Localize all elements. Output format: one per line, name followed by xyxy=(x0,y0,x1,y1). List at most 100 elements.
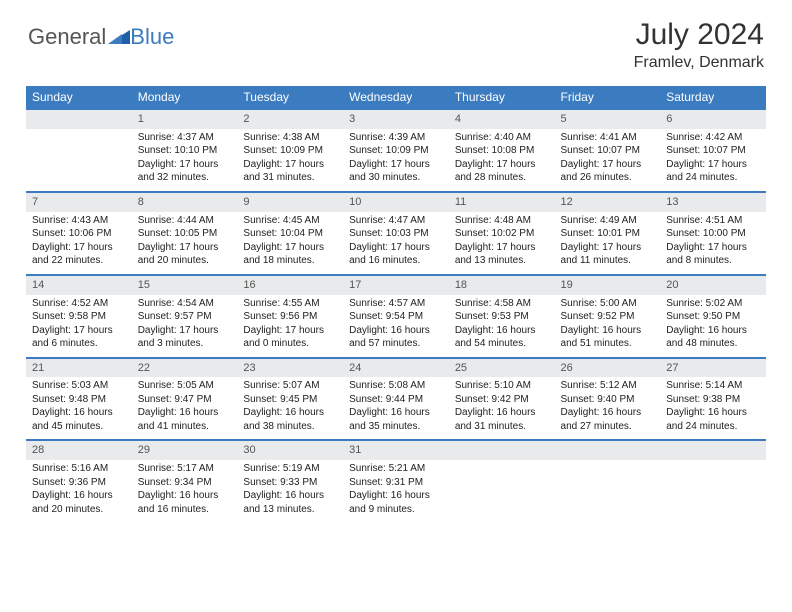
day-cell: Sunrise: 5:05 AMSunset: 9:47 PMDaylight:… xyxy=(132,377,238,440)
sunset-text: Sunset: 9:52 PM xyxy=(561,310,655,324)
sunrise-text: Sunrise: 4:41 AM xyxy=(561,131,655,145)
day-cell: Sunrise: 4:45 AMSunset: 10:04 PMDaylight… xyxy=(237,212,343,275)
sunrise-text: Sunrise: 4:57 AM xyxy=(349,297,443,311)
brand-triangle-icon xyxy=(108,28,130,49)
sunset-text: Sunset: 9:33 PM xyxy=(243,476,337,490)
sunrise-text: Sunrise: 5:08 AM xyxy=(349,379,443,393)
day-cell: Sunrise: 5:19 AMSunset: 9:33 PMDaylight:… xyxy=(237,460,343,522)
daylight-text: Daylight: 17 hours and 26 minutes. xyxy=(561,158,655,185)
day-number: 27 xyxy=(660,358,766,378)
day-cell: Sunrise: 4:42 AMSunset: 10:07 PMDaylight… xyxy=(660,129,766,192)
sunrise-text: Sunrise: 4:43 AM xyxy=(32,214,126,228)
daylight-text: Daylight: 16 hours and 45 minutes. xyxy=(32,406,126,433)
sunrise-text: Sunrise: 5:03 AM xyxy=(32,379,126,393)
daynum-row: 14151617181920 xyxy=(26,275,766,295)
day-header: Sunday xyxy=(26,86,132,109)
brand-part2: Blue xyxy=(130,24,174,50)
daylight-text: Daylight: 16 hours and 27 minutes. xyxy=(561,406,655,433)
day-number: 9 xyxy=(237,192,343,212)
daylight-text: Daylight: 17 hours and 22 minutes. xyxy=(32,241,126,268)
day-header: Monday xyxy=(132,86,238,109)
day-number: 18 xyxy=(449,275,555,295)
daylight-text: Daylight: 16 hours and 35 minutes. xyxy=(349,406,443,433)
daylight-text: Daylight: 17 hours and 0 minutes. xyxy=(243,324,337,351)
sunset-text: Sunset: 9:40 PM xyxy=(561,393,655,407)
day-cell: Sunrise: 4:52 AMSunset: 9:58 PMDaylight:… xyxy=(26,295,132,358)
day-cell xyxy=(449,460,555,522)
day-number: 28 xyxy=(26,440,132,460)
sunrise-text: Sunrise: 4:51 AM xyxy=(666,214,760,228)
day-cell: Sunrise: 4:58 AMSunset: 9:53 PMDaylight:… xyxy=(449,295,555,358)
day-number: 4 xyxy=(449,109,555,129)
sunrise-text: Sunrise: 5:02 AM xyxy=(666,297,760,311)
sunrise-text: Sunrise: 5:17 AM xyxy=(138,462,232,476)
day-header: Friday xyxy=(555,86,661,109)
day-cell: Sunrise: 5:10 AMSunset: 9:42 PMDaylight:… xyxy=(449,377,555,440)
day-cell: Sunrise: 4:44 AMSunset: 10:05 PMDaylight… xyxy=(132,212,238,275)
daylight-text: Daylight: 16 hours and 20 minutes. xyxy=(32,489,126,516)
sunset-text: Sunset: 10:03 PM xyxy=(349,227,443,241)
daylight-text: Daylight: 17 hours and 6 minutes. xyxy=(32,324,126,351)
sunrise-text: Sunrise: 4:54 AM xyxy=(138,297,232,311)
daylight-text: Daylight: 16 hours and 9 minutes. xyxy=(349,489,443,516)
daylight-text: Daylight: 16 hours and 41 minutes. xyxy=(138,406,232,433)
day-cell: Sunrise: 4:39 AMSunset: 10:09 PMDaylight… xyxy=(343,129,449,192)
day-number: 30 xyxy=(237,440,343,460)
sunrise-text: Sunrise: 4:55 AM xyxy=(243,297,337,311)
sunset-text: Sunset: 9:31 PM xyxy=(349,476,443,490)
sunrise-text: Sunrise: 4:44 AM xyxy=(138,214,232,228)
day-number: 16 xyxy=(237,275,343,295)
sunset-text: Sunset: 9:56 PM xyxy=(243,310,337,324)
daylight-text: Daylight: 16 hours and 38 minutes. xyxy=(243,406,337,433)
sunrise-text: Sunrise: 4:38 AM xyxy=(243,131,337,145)
day-number: 22 xyxy=(132,358,238,378)
daylight-text: Daylight: 17 hours and 31 minutes. xyxy=(243,158,337,185)
sunset-text: Sunset: 9:50 PM xyxy=(666,310,760,324)
day-number: 12 xyxy=(555,192,661,212)
day-number xyxy=(26,109,132,129)
day-cell: Sunrise: 4:43 AMSunset: 10:06 PMDaylight… xyxy=(26,212,132,275)
day-cell: Sunrise: 5:16 AMSunset: 9:36 PMDaylight:… xyxy=(26,460,132,522)
sunrise-text: Sunrise: 4:45 AM xyxy=(243,214,337,228)
sunrise-text: Sunrise: 5:14 AM xyxy=(666,379,760,393)
day-header: Tuesday xyxy=(237,86,343,109)
sunset-text: Sunset: 10:09 PM xyxy=(349,144,443,158)
day-cell: Sunrise: 4:40 AMSunset: 10:08 PMDaylight… xyxy=(449,129,555,192)
day-number: 11 xyxy=(449,192,555,212)
day-cell: Sunrise: 5:21 AMSunset: 9:31 PMDaylight:… xyxy=(343,460,449,522)
day-number: 6 xyxy=(660,109,766,129)
day-cell xyxy=(660,460,766,522)
day-number: 7 xyxy=(26,192,132,212)
day-cell: Sunrise: 5:00 AMSunset: 9:52 PMDaylight:… xyxy=(555,295,661,358)
day-number: 8 xyxy=(132,192,238,212)
sunset-text: Sunset: 10:02 PM xyxy=(455,227,549,241)
daylight-text: Daylight: 16 hours and 51 minutes. xyxy=(561,324,655,351)
sunrise-text: Sunrise: 5:12 AM xyxy=(561,379,655,393)
day-cell: Sunrise: 5:02 AMSunset: 9:50 PMDaylight:… xyxy=(660,295,766,358)
sunrise-text: Sunrise: 4:47 AM xyxy=(349,214,443,228)
day-number: 25 xyxy=(449,358,555,378)
day-number: 31 xyxy=(343,440,449,460)
day-header: Saturday xyxy=(660,86,766,109)
sunset-text: Sunset: 9:53 PM xyxy=(455,310,549,324)
calendar-body: 123456Sunrise: 4:37 AMSunset: 10:10 PMDa… xyxy=(26,109,766,522)
daylight-text: Daylight: 17 hours and 3 minutes. xyxy=(138,324,232,351)
sunset-text: Sunset: 10:08 PM xyxy=(455,144,549,158)
daylight-text: Daylight: 17 hours and 11 minutes. xyxy=(561,241,655,268)
daylight-text: Daylight: 17 hours and 20 minutes. xyxy=(138,241,232,268)
day-number: 14 xyxy=(26,275,132,295)
content-row: Sunrise: 4:52 AMSunset: 9:58 PMDaylight:… xyxy=(26,295,766,358)
sunrise-text: Sunrise: 5:00 AM xyxy=(561,297,655,311)
sunrise-text: Sunrise: 5:16 AM xyxy=(32,462,126,476)
daylight-text: Daylight: 17 hours and 24 minutes. xyxy=(666,158,760,185)
sunset-text: Sunset: 9:42 PM xyxy=(455,393,549,407)
daylight-text: Daylight: 17 hours and 16 minutes. xyxy=(349,241,443,268)
day-number: 15 xyxy=(132,275,238,295)
daylight-text: Daylight: 16 hours and 57 minutes. xyxy=(349,324,443,351)
sunset-text: Sunset: 9:47 PM xyxy=(138,393,232,407)
daylight-text: Daylight: 17 hours and 13 minutes. xyxy=(455,241,549,268)
day-number: 21 xyxy=(26,358,132,378)
daynum-row: 21222324252627 xyxy=(26,358,766,378)
sunset-text: Sunset: 10:06 PM xyxy=(32,227,126,241)
sunrise-text: Sunrise: 4:40 AM xyxy=(455,131,549,145)
